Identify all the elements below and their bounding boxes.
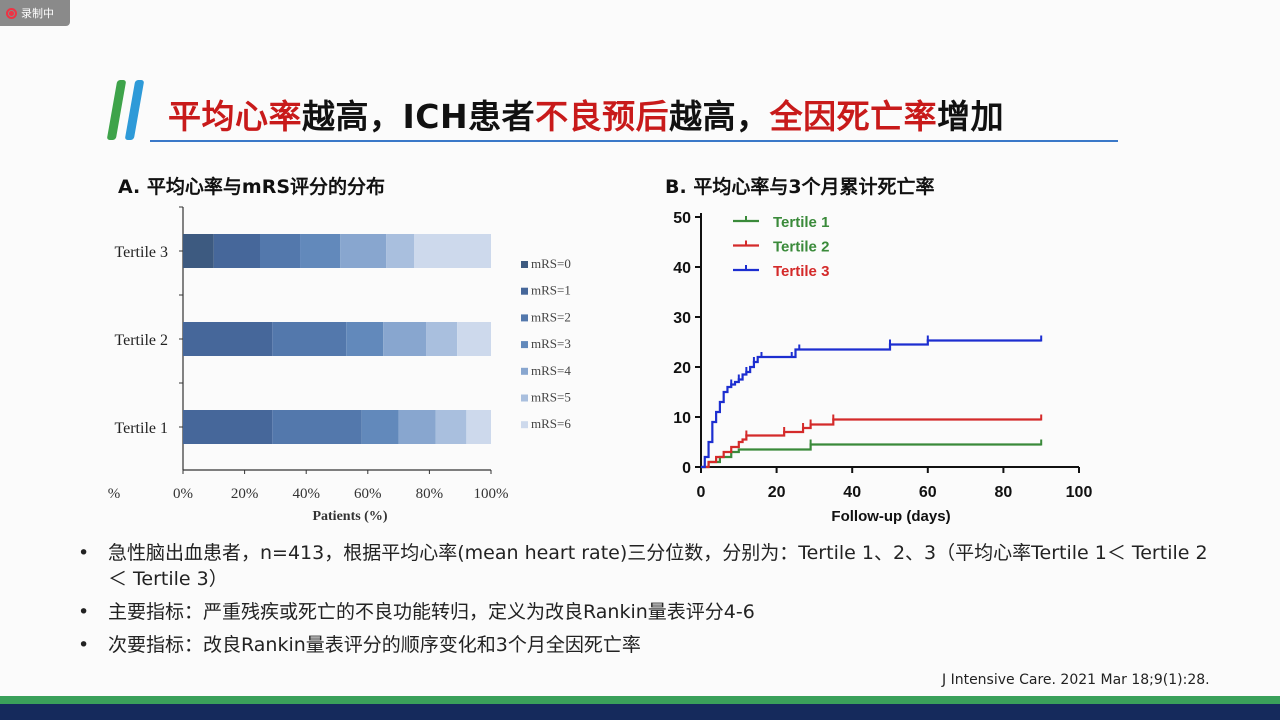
bullet-item: 急性脑出血患者，n=413，根据平均心率(mean heart rate)三分位…	[78, 540, 1218, 592]
bar-segment	[183, 410, 273, 444]
title-part: 平均心率	[168, 97, 302, 136]
bar-segment	[466, 410, 491, 444]
title-underline	[150, 140, 1118, 142]
x-axis-title: Patients (%)	[312, 509, 387, 524]
x-tick-label: 20%	[231, 486, 259, 502]
bar-segment	[398, 410, 436, 444]
series-line	[701, 418, 1042, 469]
legend-label: mRS=5	[531, 390, 571, 405]
bullet-item: 主要指标：严重残疾或死亡的不良功能转归，定义为改良Rankin量表评分4-6	[78, 599, 1218, 625]
bar-segment	[260, 234, 301, 268]
legend-swatch	[521, 394, 528, 402]
recording-label: 录制中	[21, 7, 54, 20]
panel-b-title: B. 平均心率与3个月累计死亡率	[665, 176, 935, 198]
bar-segment	[383, 322, 427, 356]
bar-segment	[435, 410, 467, 444]
legend-label: mRS=3	[531, 336, 571, 351]
bar-segment	[272, 322, 347, 356]
x-tick-label: 0	[697, 484, 706, 501]
x-tick-label: 80%	[416, 486, 444, 502]
bar-segment	[213, 234, 260, 268]
x-axis-title: Follow-up (days)	[831, 508, 950, 525]
x-tick-label: 100	[1066, 484, 1093, 501]
title-part: 全因死亡率	[769, 97, 938, 136]
legend-swatch	[521, 341, 528, 349]
mortality-curve-chart: 0 10 20 30 40 50 0 20 40 60 80 100 Follow-up (days) T…	[673, 210, 1093, 525]
title-part: 不良预后	[535, 97, 670, 136]
y-tick-label: Tertile 3	[114, 244, 168, 261]
bar-segment	[361, 410, 399, 444]
legend-swatch	[521, 314, 528, 322]
x-tick-label: 100%	[474, 486, 509, 502]
bar-segment	[340, 234, 387, 268]
title-bar: 平均心率越高，ICH患者不良预后越高，全因死亡率增加	[106, 80, 1118, 142]
series-line	[701, 443, 1042, 469]
mrs-distribution-chart: Tertile 3 Tertile 2 Tertile 1 0% 20% 40% 60% 80…	[108, 206, 571, 524]
y-tick-label: 50	[673, 210, 691, 227]
x-tick-label: 0%	[173, 486, 193, 502]
citation: J Intensive Care. 2021 Mar 18;9(1):28.	[942, 672, 1210, 688]
bar-segment	[386, 234, 414, 268]
y-tick-label: Tertile 2	[114, 332, 168, 349]
legend-swatch	[521, 261, 528, 268]
y-tick-label: 40	[673, 260, 691, 277]
footer-stripe-navy	[0, 704, 1280, 720]
bar-segment	[346, 322, 384, 356]
bullet-list: 急性脑出血患者，n=413，根据平均心率(mean heart rate)三分位…	[78, 540, 1218, 665]
title-part: 增加	[937, 97, 1005, 136]
bar-segment	[272, 410, 362, 444]
bar-segment	[414, 234, 491, 268]
x-tick-label: 40	[843, 484, 861, 501]
legend-label: Tertile 2	[773, 239, 829, 256]
legend-label: mRS=6	[531, 416, 571, 431]
record-icon	[6, 7, 17, 19]
x-tick-label: 20	[768, 484, 786, 501]
bar-segment	[457, 322, 491, 356]
legend-swatch	[521, 287, 528, 295]
title-part: 越高，	[669, 97, 770, 136]
x-axis-prefix-label: %	[108, 486, 121, 502]
x-tick-label: 40%	[292, 486, 320, 502]
bar-segment	[300, 234, 341, 268]
y-tick-label: 20	[673, 360, 691, 377]
legend-label: mRS=4	[531, 363, 571, 378]
series-line	[701, 339, 1042, 469]
legend-label: mRS=1	[531, 283, 571, 298]
bar-segment	[183, 322, 273, 356]
panel-a-title: A. 平均心率与mRS评分的分布	[118, 176, 386, 198]
x-tick-label: 60	[919, 484, 937, 501]
slide-title: 平均心率越高，ICH患者不良预后越高，全因死亡率增加	[168, 90, 1004, 138]
legend-swatch	[521, 367, 528, 375]
legend-label: Tertile 1	[773, 214, 829, 231]
legend-label: mRS=0	[531, 256, 571, 271]
y-tick-label: Tertile 1	[114, 420, 168, 437]
y-tick-label: 30	[673, 310, 691, 327]
legend-label: mRS=2	[531, 309, 571, 324]
x-tick-label: 60%	[354, 486, 382, 502]
y-tick-label: 0	[682, 460, 691, 477]
title-part: 越高，ICH患者	[302, 97, 536, 136]
legend-label: Tertile 3	[773, 263, 829, 280]
y-tick-label: 10	[673, 410, 691, 427]
x-tick-label: 80	[995, 484, 1013, 501]
legend-swatch	[521, 421, 528, 429]
bar-segment	[426, 322, 458, 356]
recording-badge[interactable]: 录制中	[0, 0, 70, 26]
bullet-item: 次要指标：改良Rankin量表评分的顺序变化和3个月全因死亡率	[78, 632, 1218, 658]
bar-segment	[183, 234, 214, 268]
footer-stripe-green	[0, 696, 1280, 704]
